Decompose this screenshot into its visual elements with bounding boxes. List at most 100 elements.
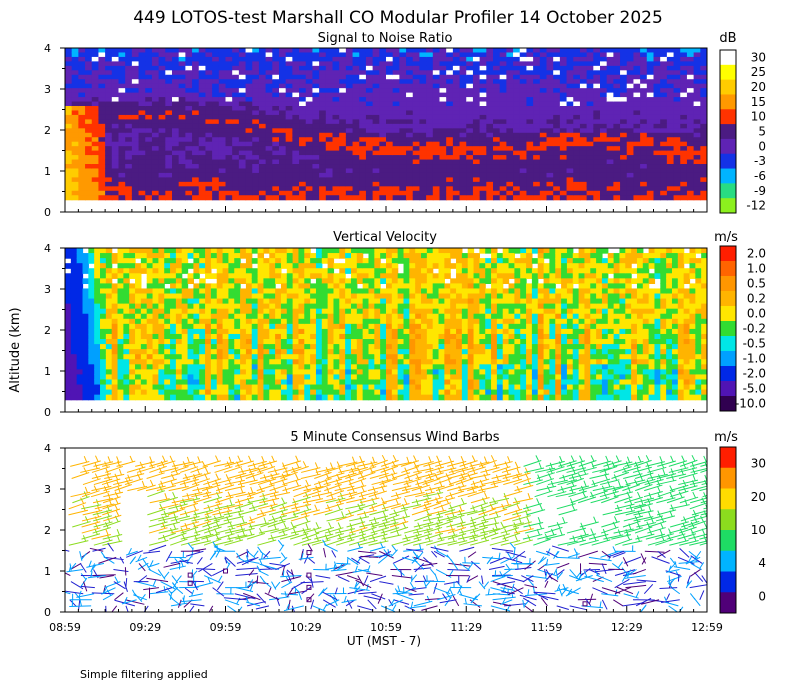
snr-cell [640, 83, 648, 89]
snr-cell [272, 106, 280, 112]
snr-cell [386, 110, 394, 116]
snr-cell [646, 186, 655, 192]
snr-cell [513, 168, 521, 174]
snr-cell [272, 195, 280, 201]
velocity-cell [88, 359, 95, 365]
snr-cell [673, 172, 681, 178]
velocity-cell [152, 248, 159, 254]
snr-cell [272, 172, 280, 178]
snr-cell [452, 186, 461, 192]
velocity-cell [310, 303, 317, 310]
velocity-cell [304, 323, 311, 330]
snr-cell [666, 56, 675, 62]
snr-cell [258, 132, 267, 138]
snr-cell [513, 110, 521, 116]
velocity-cell [368, 293, 375, 300]
snr-cell [472, 190, 481, 196]
snr-cell [412, 83, 421, 89]
velocity-cell [304, 293, 311, 300]
snr-cell [198, 70, 207, 76]
snr-cell [633, 141, 641, 147]
snr-cell [192, 177, 200, 183]
snr-cell [493, 65, 501, 71]
velocity-cell [129, 359, 136, 365]
snr-cell [98, 61, 106, 67]
snr-cell [586, 132, 594, 138]
snr-cell [559, 186, 568, 192]
snr-cell [325, 110, 334, 116]
velocity-cell [82, 379, 89, 386]
snr-cell [666, 101, 675, 107]
velocity-cell [386, 283, 393, 290]
snr-cell [459, 168, 467, 174]
velocity-cell [199, 258, 206, 264]
snr-cell [218, 168, 227, 174]
snr-cell [272, 110, 280, 116]
velocity-cell [321, 384, 329, 391]
velocity-cell [94, 288, 101, 295]
velocity-cell [234, 248, 241, 254]
snr-cell [519, 79, 528, 85]
velocity-cell [170, 394, 177, 401]
snr-cell [686, 177, 695, 183]
velocity-cell [298, 339, 305, 345]
snr-cell [185, 195, 193, 201]
snr-cell [626, 48, 635, 54]
snr-cell [392, 123, 400, 129]
velocity-cell [123, 323, 130, 330]
colorbar-box [720, 198, 736, 214]
snr-cell [98, 92, 106, 98]
snr-cell [245, 65, 253, 71]
snr-cell [640, 150, 648, 156]
velocity-cell [228, 389, 235, 396]
velocity-cell [76, 278, 84, 284]
snr-cell [432, 181, 441, 187]
snr-cell [118, 61, 126, 67]
snr-cell [165, 132, 173, 138]
velocity-cell [70, 359, 78, 365]
snr-cell [386, 150, 394, 156]
snr-cell [131, 97, 140, 103]
snr-cell [78, 141, 86, 147]
snr-cell [312, 137, 320, 143]
snr-cell [412, 172, 421, 178]
velocity-cell [164, 318, 171, 325]
velocity-cell [222, 359, 230, 365]
snr-cell [105, 146, 113, 152]
velocity-cell [380, 364, 387, 370]
snr-cell [579, 52, 588, 58]
velocity-cell [386, 364, 393, 370]
snr-cell [486, 114, 494, 120]
snr-cell [446, 181, 454, 187]
snr-cell [325, 79, 334, 85]
snr-cell [118, 132, 126, 138]
snr-cell [192, 190, 200, 196]
velocity-cell [310, 313, 317, 320]
snr-cell [258, 128, 267, 134]
snr-cell [593, 172, 601, 178]
velocity-cell [286, 298, 294, 305]
snr-cell [118, 97, 126, 103]
velocity-cell [222, 283, 230, 290]
snr-cell [546, 106, 554, 112]
snr-cell [185, 97, 193, 103]
snr-cell [91, 70, 100, 76]
velocity-cell [175, 248, 183, 254]
velocity-cell [339, 253, 346, 259]
velocity-cell [82, 318, 89, 325]
snr-cell [686, 48, 695, 54]
velocity-cell [175, 308, 183, 315]
snr-cell [553, 74, 561, 80]
snr-cell [91, 119, 100, 125]
velocity-cell [76, 253, 84, 259]
velocity-cell [105, 298, 113, 305]
velocity-cell [129, 273, 136, 279]
snr-cell [151, 97, 160, 103]
snr-cell [499, 137, 507, 143]
snr-cell [666, 110, 675, 116]
snr-cell [379, 164, 387, 170]
snr-cell [573, 190, 581, 196]
snr-cell [386, 132, 394, 138]
snr-cell [633, 186, 641, 192]
velocity-cell [181, 268, 189, 274]
